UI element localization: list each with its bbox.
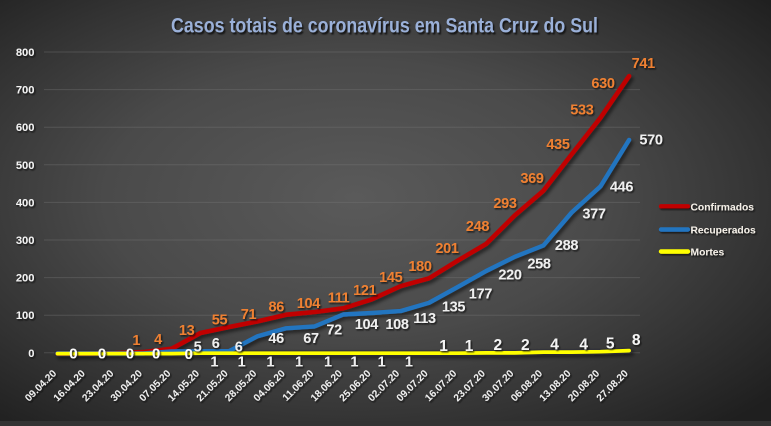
svg-text:5: 5 bbox=[606, 335, 615, 352]
svg-text:13: 13 bbox=[179, 323, 195, 339]
svg-text:630: 630 bbox=[591, 76, 615, 92]
svg-text:4: 4 bbox=[154, 332, 162, 348]
svg-text:1: 1 bbox=[295, 355, 303, 371]
svg-text:121: 121 bbox=[353, 283, 377, 299]
svg-text:8: 8 bbox=[632, 332, 641, 349]
svg-text:113: 113 bbox=[413, 311, 436, 327]
svg-text:4: 4 bbox=[579, 336, 588, 353]
svg-text:0: 0 bbox=[28, 348, 34, 360]
svg-text:6: 6 bbox=[212, 336, 220, 352]
svg-text:288: 288 bbox=[555, 238, 579, 254]
svg-text:86: 86 bbox=[269, 300, 285, 316]
svg-text:1: 1 bbox=[266, 355, 274, 371]
svg-text:135: 135 bbox=[442, 300, 466, 316]
svg-text:2: 2 bbox=[493, 337, 502, 354]
svg-text:0: 0 bbox=[184, 346, 192, 363]
svg-text:300: 300 bbox=[16, 235, 35, 247]
svg-text:4: 4 bbox=[550, 336, 559, 353]
svg-text:Mortes: Mortes bbox=[691, 248, 725, 259]
svg-text:435: 435 bbox=[546, 137, 570, 153]
svg-text:293: 293 bbox=[493, 196, 517, 212]
svg-text:400: 400 bbox=[16, 197, 35, 209]
svg-text:Recuperados: Recuperados bbox=[691, 226, 757, 237]
svg-text:71: 71 bbox=[241, 307, 257, 323]
svg-text:700: 700 bbox=[16, 85, 35, 97]
svg-text:1: 1 bbox=[238, 355, 246, 371]
svg-text:6: 6 bbox=[235, 339, 243, 355]
svg-text:369: 369 bbox=[520, 171, 544, 187]
svg-text:46: 46 bbox=[268, 331, 284, 347]
svg-text:570: 570 bbox=[639, 133, 663, 149]
svg-text:800: 800 bbox=[16, 47, 35, 59]
svg-text:248: 248 bbox=[466, 219, 490, 235]
svg-text:104: 104 bbox=[297, 296, 321, 312]
svg-text:180: 180 bbox=[408, 259, 432, 275]
svg-text:0: 0 bbox=[126, 346, 134, 363]
svg-text:220: 220 bbox=[498, 268, 522, 284]
svg-text:1: 1 bbox=[210, 355, 218, 371]
svg-text:1: 1 bbox=[378, 355, 386, 371]
svg-text:1: 1 bbox=[132, 333, 140, 349]
svg-text:200: 200 bbox=[16, 273, 35, 285]
svg-text:1: 1 bbox=[350, 355, 358, 371]
svg-text:72: 72 bbox=[326, 323, 342, 339]
svg-text:0: 0 bbox=[98, 346, 106, 363]
svg-text:1: 1 bbox=[405, 355, 413, 371]
svg-text:Confirmados: Confirmados bbox=[691, 202, 755, 213]
svg-text:104: 104 bbox=[355, 317, 379, 333]
svg-text:177: 177 bbox=[469, 287, 493, 303]
svg-text:377: 377 bbox=[582, 206, 606, 222]
svg-text:2: 2 bbox=[521, 337, 530, 354]
svg-text:55: 55 bbox=[212, 313, 228, 329]
svg-text:1: 1 bbox=[324, 355, 332, 371]
svg-text:0: 0 bbox=[152, 346, 160, 363]
svg-text:446: 446 bbox=[610, 179, 634, 195]
svg-text:111: 111 bbox=[328, 291, 350, 307]
svg-text:1: 1 bbox=[439, 338, 448, 355]
svg-text:67: 67 bbox=[303, 331, 319, 347]
svg-text:0: 0 bbox=[69, 346, 77, 363]
svg-text:533: 533 bbox=[570, 102, 594, 118]
svg-text:600: 600 bbox=[16, 122, 35, 134]
svg-text:145: 145 bbox=[379, 270, 403, 286]
svg-text:5: 5 bbox=[194, 339, 202, 355]
svg-text:Casos totais de coronavírus em: Casos totais de coronavírus em Santa Cru… bbox=[171, 14, 598, 38]
svg-text:741: 741 bbox=[632, 56, 656, 72]
svg-text:1: 1 bbox=[465, 338, 474, 355]
svg-text:258: 258 bbox=[527, 256, 551, 272]
svg-text:108: 108 bbox=[385, 317, 409, 333]
svg-text:201: 201 bbox=[435, 241, 459, 257]
svg-text:100: 100 bbox=[16, 310, 35, 322]
svg-text:500: 500 bbox=[16, 160, 35, 172]
